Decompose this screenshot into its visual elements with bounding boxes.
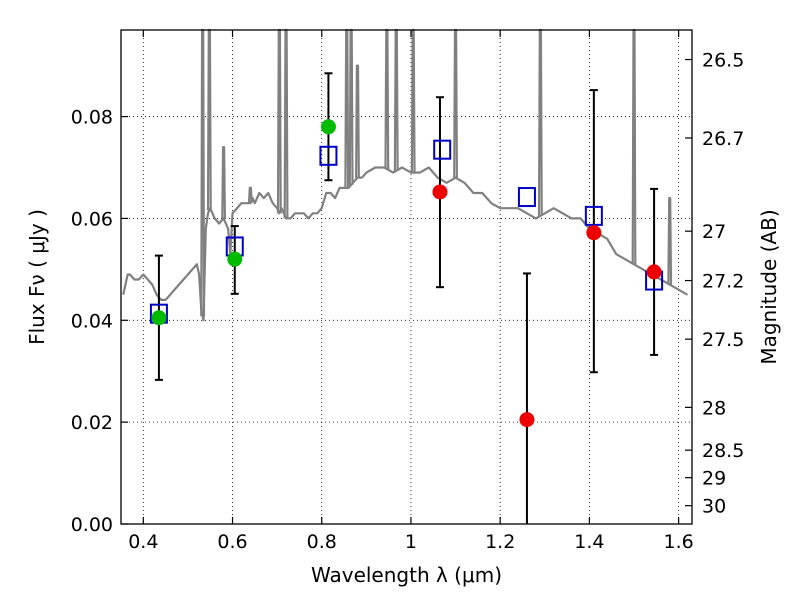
x-tick-label: 0.8 [307,531,337,553]
y-right-tick-label: 27.2 [702,271,744,293]
emission-line [537,28,543,216]
y-right-tick-label: 29 [702,468,726,490]
y-tick-label: 0.08 [71,107,113,129]
model-spectrum [122,28,689,322]
model-photometry-square [319,145,338,166]
x-tick-label: 0.4 [128,531,158,553]
y-tick-label: 0.06 [71,208,113,230]
y-right-tick-label: 30 [702,496,726,518]
emission-line [221,146,226,219]
y-right-tick-label: 27.5 [702,329,744,351]
model-photometry-square [517,187,536,208]
observed-point [432,184,448,200]
observed-point [151,310,167,326]
y-axis-right-label: Magnitude (AB) [757,209,781,364]
observed-point [320,119,336,135]
ticks: 0.4 0.6 0.8 1 1.2 1.4 1.6 0.00 0.02 0.04 0.06 0.08 2… [71,30,744,553]
spectrum-continuum [122,166,689,322]
y-tick-label: 0.04 [71,310,113,332]
emission-line [247,186,253,204]
emission-line [453,28,458,178]
observed-point [227,251,243,267]
x-axis-label: Wavelength λ (μm) [311,563,502,587]
emission-line [667,197,673,285]
emission-line [384,28,390,170]
model-photometry-square [584,205,603,226]
emission-line [344,28,350,188]
observed-point [586,225,602,241]
emission-line [631,28,637,265]
y-right-tick-label: 26.7 [702,128,744,150]
y-axis-label: Flux Fν ( μJy ) [25,209,49,345]
observed-point [519,412,535,428]
y-right-tick-label: 26.5 [702,50,744,72]
y-right-tick-label: 27 [702,221,726,243]
x-tick-label: 1.4 [574,531,604,553]
y-tick-label: 0.02 [71,412,113,434]
emission-line [348,28,354,185]
y-right-tick-label: 28.5 [702,440,744,462]
emission-line [206,28,212,211]
observed-points [151,119,662,428]
x-tick-label: 1 [405,531,417,553]
y-tick-label: 0.00 [71,514,113,536]
error-bars [154,72,659,524]
plot-frame [120,29,693,525]
y-right-tick-label: 28 [702,397,726,419]
x-tick-label: 0.6 [217,531,247,553]
model-photometry-square [433,139,452,160]
emission-line [283,28,289,219]
emission-line [200,28,206,317]
grid [121,30,692,524]
x-tick-label: 1.6 [664,531,694,553]
observed-point [646,264,662,280]
emission-line [276,28,282,214]
emission-line [410,28,416,173]
emission-line [355,64,360,178]
emission-line [393,28,399,171]
x-tick-label: 1.2 [485,531,515,553]
